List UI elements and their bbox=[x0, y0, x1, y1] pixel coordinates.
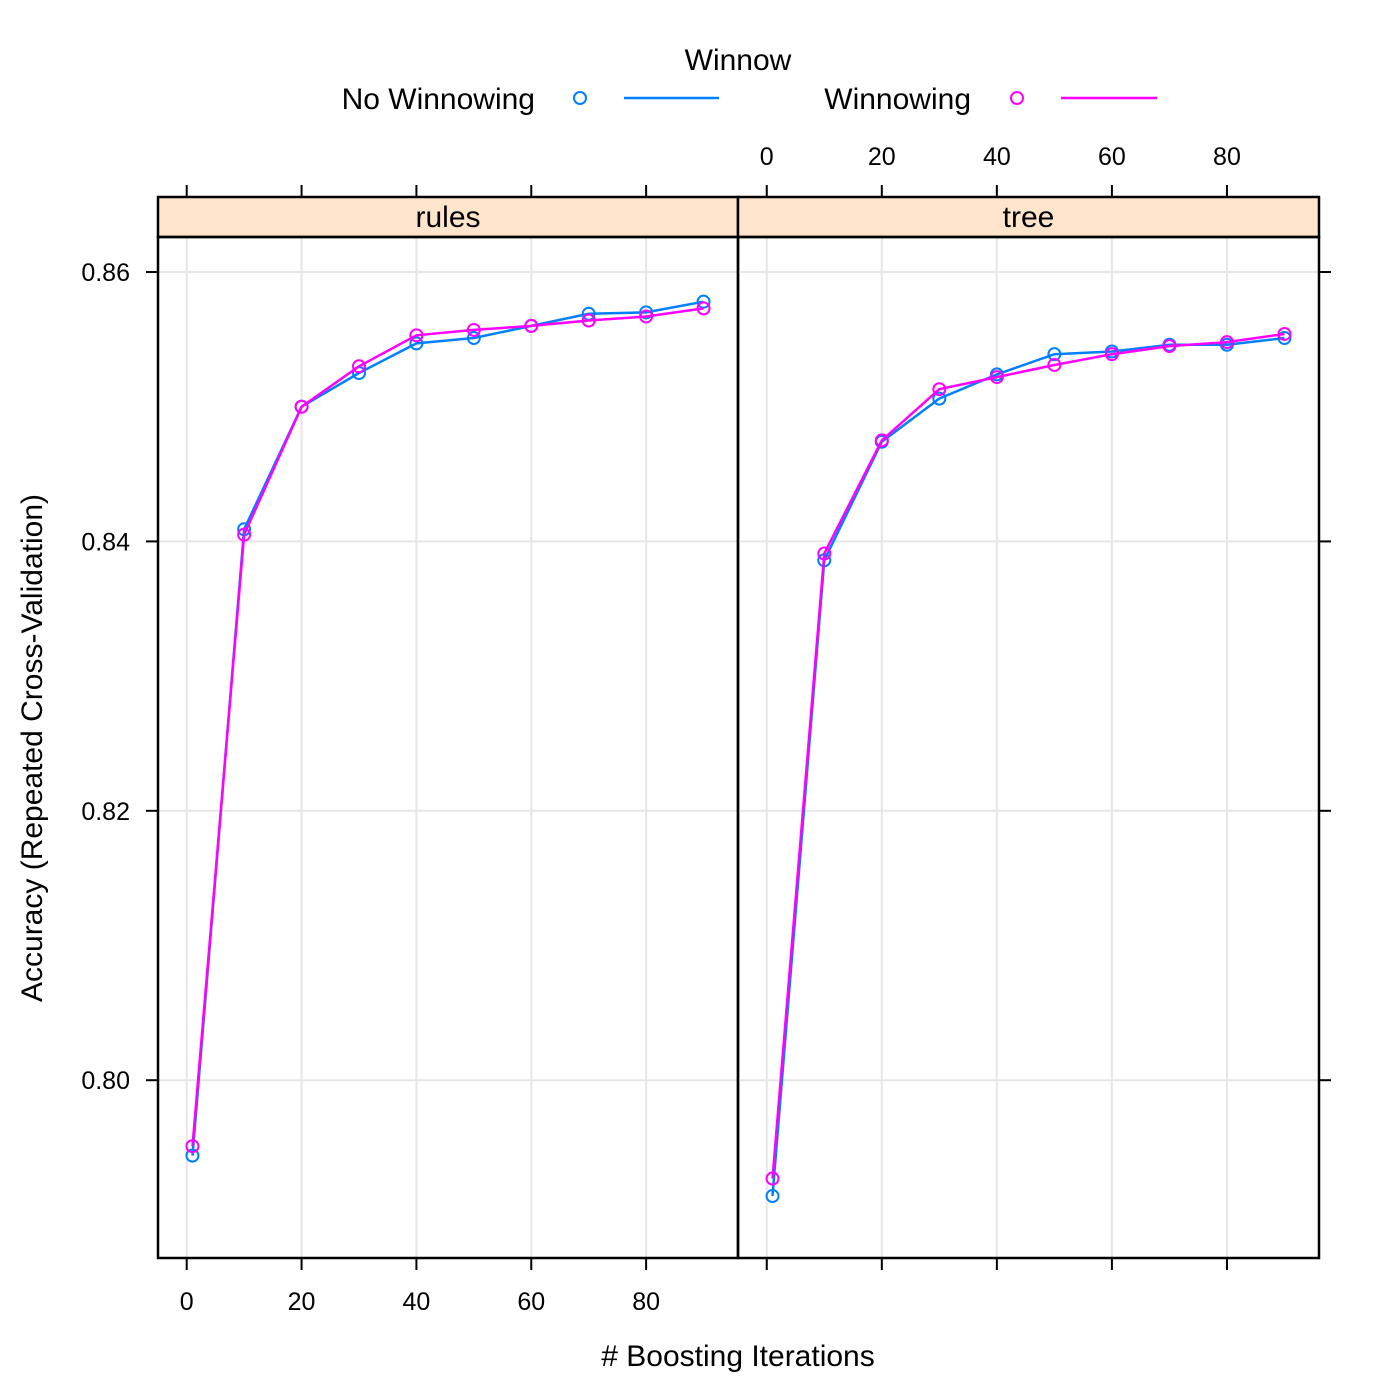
data-point bbox=[1277, 326, 1292, 341]
panel-tree: tree 0 20 40 60 80 bbox=[736, 143, 1331, 1270]
x-axis-title: # Boosting Iterations bbox=[601, 1340, 875, 1373]
data-point bbox=[1047, 347, 1062, 362]
data-point bbox=[466, 331, 481, 346]
y-tick-label: 0.80 bbox=[81, 1067, 130, 1095]
x-tick-label: 80 bbox=[1213, 143, 1241, 171]
data-point bbox=[932, 391, 947, 406]
data-point bbox=[989, 370, 1004, 385]
series-line-winnowing bbox=[191, 307, 704, 1147]
strip-tree bbox=[736, 195, 1321, 239]
panels: rules 0 20 40 60 80 0.80 0.82 0.84 0.86 tree 0 20 40 6… bbox=[81, 143, 1331, 1316]
legend-marker-winnowing bbox=[1010, 91, 1024, 105]
series-line-no-winnowing bbox=[771, 336, 1285, 1197]
strip-label-rules: rules bbox=[415, 201, 480, 234]
data-point bbox=[874, 433, 889, 448]
data-point bbox=[765, 1189, 780, 1204]
data-point bbox=[817, 546, 832, 561]
data-point bbox=[1104, 347, 1119, 362]
x-tick-label: 40 bbox=[403, 1288, 431, 1316]
data-point bbox=[524, 318, 539, 333]
data-point bbox=[185, 1139, 200, 1154]
legend: Winnow No Winnowing Winnowing bbox=[342, 44, 1157, 116]
data-point bbox=[932, 382, 947, 397]
x-tick-label: 60 bbox=[517, 1288, 545, 1316]
x-tick-label: 0 bbox=[180, 1288, 194, 1316]
data-point bbox=[185, 1148, 200, 1163]
panel-rules: rules 0 20 40 60 80 0.80 0.82 0.84 0.86 bbox=[81, 185, 740, 1316]
data-point bbox=[466, 322, 481, 337]
data-point bbox=[409, 336, 424, 351]
x-tick-label: 80 bbox=[632, 1288, 660, 1316]
x-tick-label: 20 bbox=[288, 1288, 316, 1316]
data-point bbox=[639, 305, 654, 320]
strip-label-tree: tree bbox=[1003, 201, 1055, 234]
strip-rules bbox=[156, 195, 740, 239]
series-line-winnowing bbox=[771, 332, 1285, 1179]
legend-title: Winnow bbox=[685, 44, 792, 77]
data-point bbox=[1219, 335, 1234, 350]
x-tick-label: 40 bbox=[983, 143, 1011, 171]
panel-border-tree bbox=[736, 235, 1321, 1260]
data-point bbox=[237, 527, 252, 542]
data-point bbox=[1277, 331, 1292, 346]
x-tick-label: 0 bbox=[760, 143, 774, 171]
data-point bbox=[351, 359, 366, 374]
data-point bbox=[696, 301, 711, 316]
y-tick-label: 0.82 bbox=[81, 798, 130, 826]
data-point bbox=[639, 309, 654, 324]
legend-marker-no-winnowing bbox=[573, 91, 587, 105]
data-point bbox=[581, 313, 596, 328]
data-point bbox=[294, 399, 309, 414]
data-point bbox=[409, 328, 424, 343]
data-point bbox=[696, 294, 711, 309]
data-point bbox=[1162, 339, 1177, 354]
x-tick-label: 20 bbox=[868, 143, 896, 171]
y-tick-label: 0.86 bbox=[81, 259, 130, 287]
y-tick-label: 0.84 bbox=[81, 528, 130, 556]
legend-label-winnowing: Winnowing bbox=[824, 83, 971, 116]
panel-border-rules bbox=[156, 235, 740, 1260]
x-tick-label: 60 bbox=[1098, 143, 1126, 171]
series-line-no-winnowing bbox=[191, 300, 704, 1156]
legend-label-no-winnowing: No Winnowing bbox=[342, 83, 535, 116]
data-point bbox=[765, 1171, 780, 1186]
data-point bbox=[1047, 357, 1062, 372]
y-axis-title: Accuracy (Repeated Cross-Validation) bbox=[16, 494, 49, 1002]
